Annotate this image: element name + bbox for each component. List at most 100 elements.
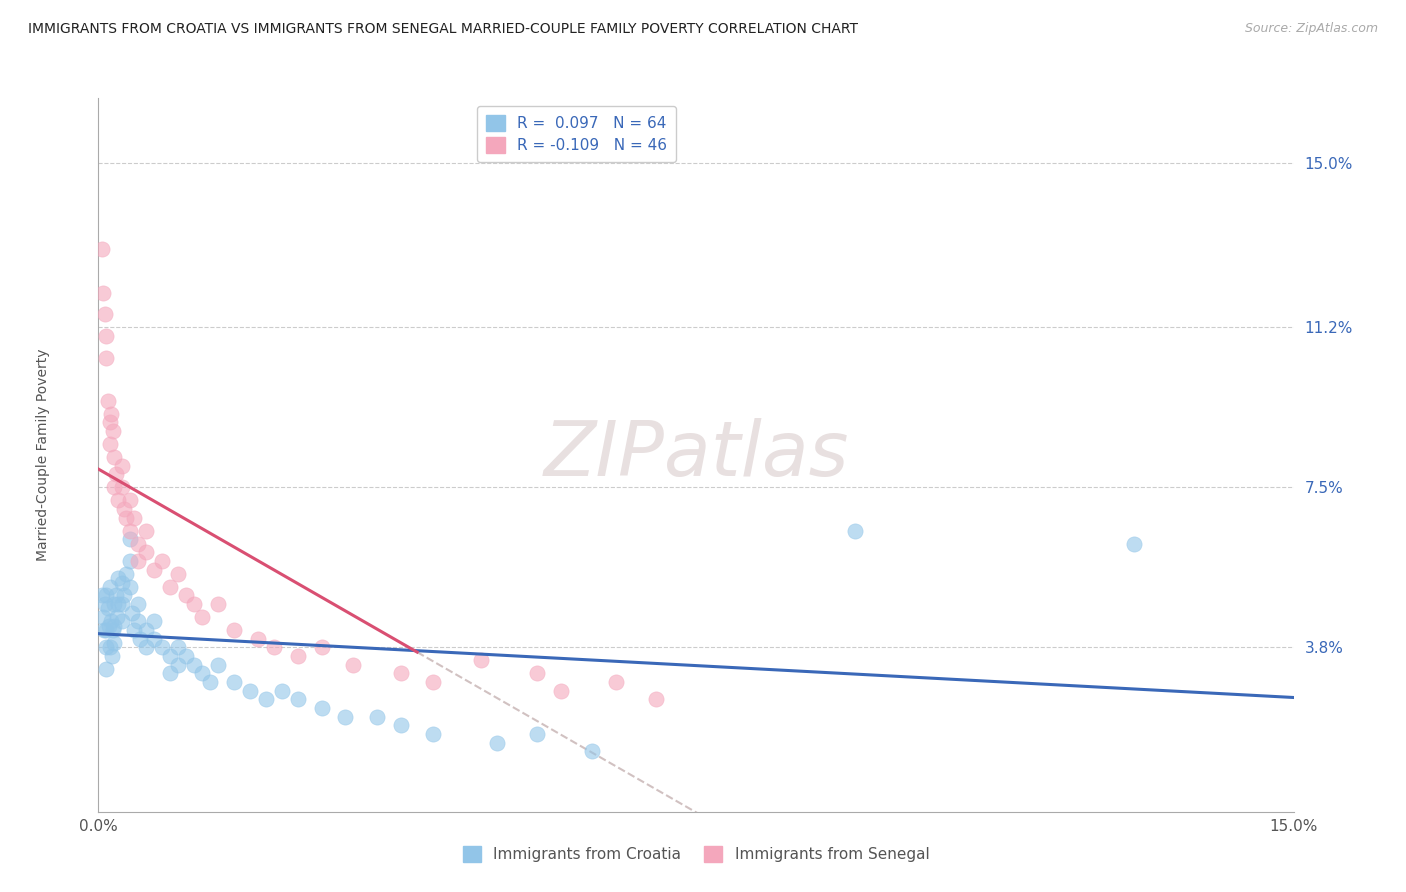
Point [342, 657, 364, 672]
Point [91, 589, 114, 603]
Point [143, 632, 166, 646]
Point [121, 606, 143, 620]
Point [111, 615, 134, 629]
Point [104, 467, 127, 482]
Point [222, 675, 245, 690]
Point [335, 709, 357, 723]
Point [366, 709, 388, 723]
Point [207, 597, 229, 611]
Point [254, 692, 277, 706]
Point [167, 640, 190, 655]
Point [287, 648, 309, 663]
Point [1123, 536, 1146, 550]
Point [581, 744, 603, 758]
Point [107, 571, 129, 585]
Point [174, 589, 197, 603]
Point [94, 597, 117, 611]
Point [96, 640, 118, 655]
Point [174, 648, 197, 663]
Point [124, 510, 146, 524]
Point [96, 623, 118, 637]
Point [135, 640, 157, 655]
Point [98, 437, 122, 451]
Point [112, 589, 135, 603]
Point [191, 666, 214, 681]
Point [101, 648, 124, 663]
Point [120, 580, 142, 594]
Point [239, 683, 262, 698]
Point [96, 329, 118, 343]
Point [485, 735, 508, 749]
Point [103, 597, 125, 611]
Point [124, 623, 146, 637]
Point [526, 666, 548, 681]
Point [111, 458, 134, 473]
Point [159, 666, 181, 681]
Point [93, 623, 115, 637]
Point [111, 575, 134, 590]
Point [103, 636, 125, 650]
Point [103, 480, 125, 494]
Point [115, 566, 138, 581]
Y-axis label: Married-Couple Family Poverty: Married-Couple Family Poverty [35, 349, 49, 561]
Point [98, 640, 122, 655]
Text: Source: ZipAtlas.com: Source: ZipAtlas.com [1244, 22, 1378, 36]
Point [107, 597, 129, 611]
Point [645, 692, 668, 706]
Point [135, 623, 157, 637]
Point [104, 589, 127, 603]
Point [167, 566, 190, 581]
Point [97, 393, 120, 408]
Point [311, 640, 333, 655]
Point [112, 502, 135, 516]
Point [183, 597, 205, 611]
Point [97, 619, 120, 633]
Point [91, 610, 114, 624]
Point [127, 536, 149, 550]
Point [96, 662, 118, 676]
Point [159, 580, 181, 594]
Point [183, 657, 205, 672]
Point [246, 632, 269, 646]
Point [422, 675, 444, 690]
Point [103, 450, 125, 464]
Text: ZIPatlas: ZIPatlas [543, 418, 849, 491]
Point [222, 623, 245, 637]
Point [311, 701, 333, 715]
Point [263, 640, 285, 655]
Point [111, 480, 134, 494]
Point [101, 424, 124, 438]
Text: IMMIGRANTS FROM CROATIA VS IMMIGRANTS FROM SENEGAL MARRIED-COUPLE FAMILY POVERTY: IMMIGRANTS FROM CROATIA VS IMMIGRANTS FR… [28, 22, 858, 37]
Point [94, 307, 117, 321]
Legend: Immigrants from Croatia, Immigrants from Senegal: Immigrants from Croatia, Immigrants from… [457, 840, 935, 868]
Point [167, 657, 190, 672]
Point [100, 407, 122, 421]
Point [98, 416, 121, 430]
Point [135, 524, 157, 538]
Point [128, 632, 150, 646]
Point [207, 657, 229, 672]
Point [127, 554, 149, 568]
Point [127, 597, 149, 611]
Point [120, 554, 142, 568]
Point [526, 727, 548, 741]
Point [605, 675, 627, 690]
Point [100, 615, 122, 629]
Point [103, 619, 125, 633]
Point [120, 524, 142, 538]
Point [150, 640, 173, 655]
Point [389, 718, 412, 732]
Point [135, 545, 157, 559]
Point [115, 510, 138, 524]
Point [270, 683, 292, 698]
Point [287, 692, 309, 706]
Point [111, 597, 134, 611]
Point [105, 610, 128, 624]
Point [98, 580, 122, 594]
Point [470, 653, 492, 667]
Point [97, 601, 120, 615]
Point [107, 493, 129, 508]
Point [389, 666, 412, 681]
Point [150, 554, 173, 568]
Point [191, 610, 214, 624]
